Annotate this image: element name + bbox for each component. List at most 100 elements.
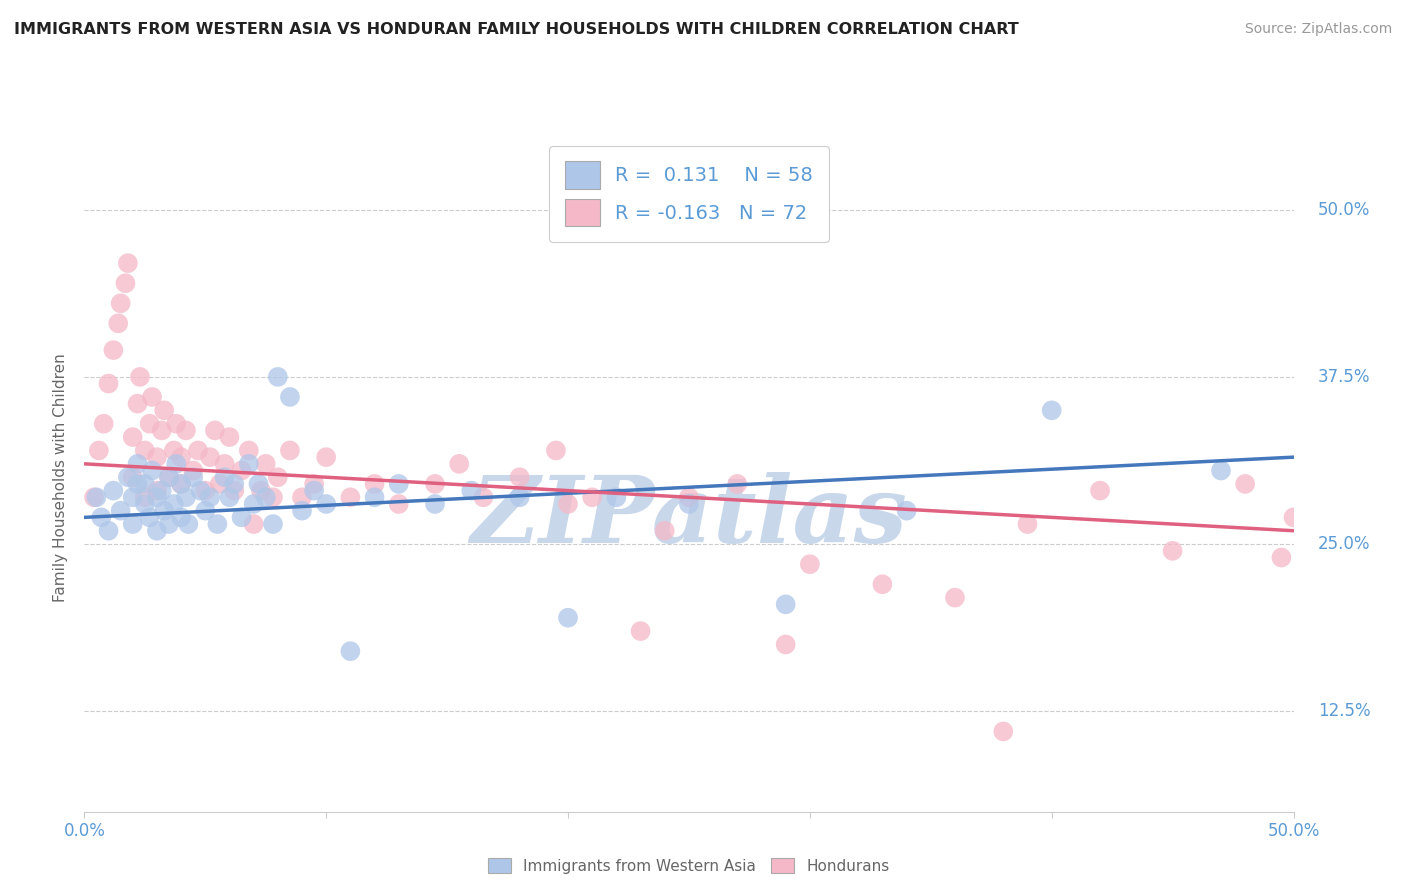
Point <box>97 524 120 538</box>
Point <box>177 517 200 532</box>
Point <box>165 417 187 431</box>
Point <box>943 591 966 605</box>
Text: IMMIGRANTS FROM WESTERN ASIA VS HONDURAN FAMILY HOUSEHOLDS WITH CHILDREN CORRELA: IMMIGRANTS FROM WESTERN ASIA VS HONDURAN… <box>14 22 1019 37</box>
Point <box>194 503 217 517</box>
Point <box>174 491 197 505</box>
Point <box>157 517 180 532</box>
Point <box>460 483 482 498</box>
Point <box>110 503 132 517</box>
Point <box>254 457 277 471</box>
Point <box>121 517 143 532</box>
Point <box>127 476 149 491</box>
Point <box>181 470 204 484</box>
Point <box>153 503 176 517</box>
Point <box>146 483 169 498</box>
Point <box>121 430 143 444</box>
Point <box>150 424 173 438</box>
Point <box>170 476 193 491</box>
Point <box>107 317 129 331</box>
Point <box>134 497 156 511</box>
Point <box>605 491 627 505</box>
Point <box>315 450 337 464</box>
Point <box>93 417 115 431</box>
Point <box>654 524 676 538</box>
Point <box>208 476 231 491</box>
Point <box>449 457 471 471</box>
Text: 37.5%: 37.5% <box>1317 368 1371 386</box>
Point <box>129 369 152 384</box>
Point <box>775 598 797 612</box>
Point <box>799 557 821 572</box>
Point <box>207 517 229 532</box>
Point <box>204 424 226 438</box>
Point <box>218 491 240 505</box>
Point <box>224 476 246 491</box>
Point <box>247 476 270 491</box>
Point <box>150 483 173 498</box>
Point <box>141 464 163 478</box>
Point <box>388 497 411 511</box>
Point <box>138 510 160 524</box>
Point <box>87 443 110 458</box>
Point <box>302 483 325 498</box>
Point <box>121 470 143 484</box>
Point <box>544 443 567 458</box>
Point <box>198 450 221 464</box>
Point <box>187 443 209 458</box>
Point <box>214 457 236 471</box>
Point <box>291 503 314 517</box>
Point <box>103 343 125 358</box>
Point <box>163 443 186 458</box>
Point <box>725 476 748 491</box>
Point <box>146 524 169 538</box>
Point <box>678 497 700 511</box>
Point <box>238 457 260 471</box>
Text: Source: ZipAtlas.com: Source: ZipAtlas.com <box>1244 22 1392 37</box>
Point <box>254 491 277 505</box>
Point <box>581 491 603 505</box>
Point <box>278 443 301 458</box>
Point <box>278 390 301 404</box>
Point <box>1161 543 1184 558</box>
Point <box>83 491 105 505</box>
Point <box>557 610 579 624</box>
Point <box>1234 476 1257 491</box>
Text: ZIPatlas: ZIPatlas <box>471 473 907 562</box>
Point <box>339 644 361 658</box>
Text: 50.0%: 50.0% <box>1317 201 1369 219</box>
Point <box>170 510 193 524</box>
Text: 12.5%: 12.5% <box>1317 702 1371 721</box>
Point <box>134 491 156 505</box>
Point <box>86 491 108 505</box>
Point <box>509 470 531 484</box>
Point <box>181 464 204 478</box>
Point <box>165 457 187 471</box>
Point <box>872 577 894 591</box>
Point <box>127 457 149 471</box>
Point <box>267 470 290 484</box>
Point <box>157 470 180 484</box>
Point <box>163 497 186 511</box>
Point <box>242 517 264 532</box>
Point <box>1088 483 1111 498</box>
Point <box>509 491 531 505</box>
Point <box>363 491 385 505</box>
Point <box>302 476 325 491</box>
Point <box>1282 510 1305 524</box>
Point <box>198 491 221 505</box>
Point <box>262 491 284 505</box>
Point <box>993 724 1015 739</box>
Text: 25.0%: 25.0% <box>1317 535 1371 553</box>
Point <box>1209 464 1232 478</box>
Point <box>242 497 264 511</box>
Point <box>896 503 918 517</box>
Point <box>388 476 411 491</box>
Point <box>110 296 132 310</box>
Point <box>190 483 212 498</box>
Point <box>157 470 180 484</box>
Point <box>775 637 797 651</box>
Point <box>134 443 156 458</box>
Point <box>291 491 314 505</box>
Point <box>194 483 217 498</box>
Point <box>1040 403 1063 417</box>
